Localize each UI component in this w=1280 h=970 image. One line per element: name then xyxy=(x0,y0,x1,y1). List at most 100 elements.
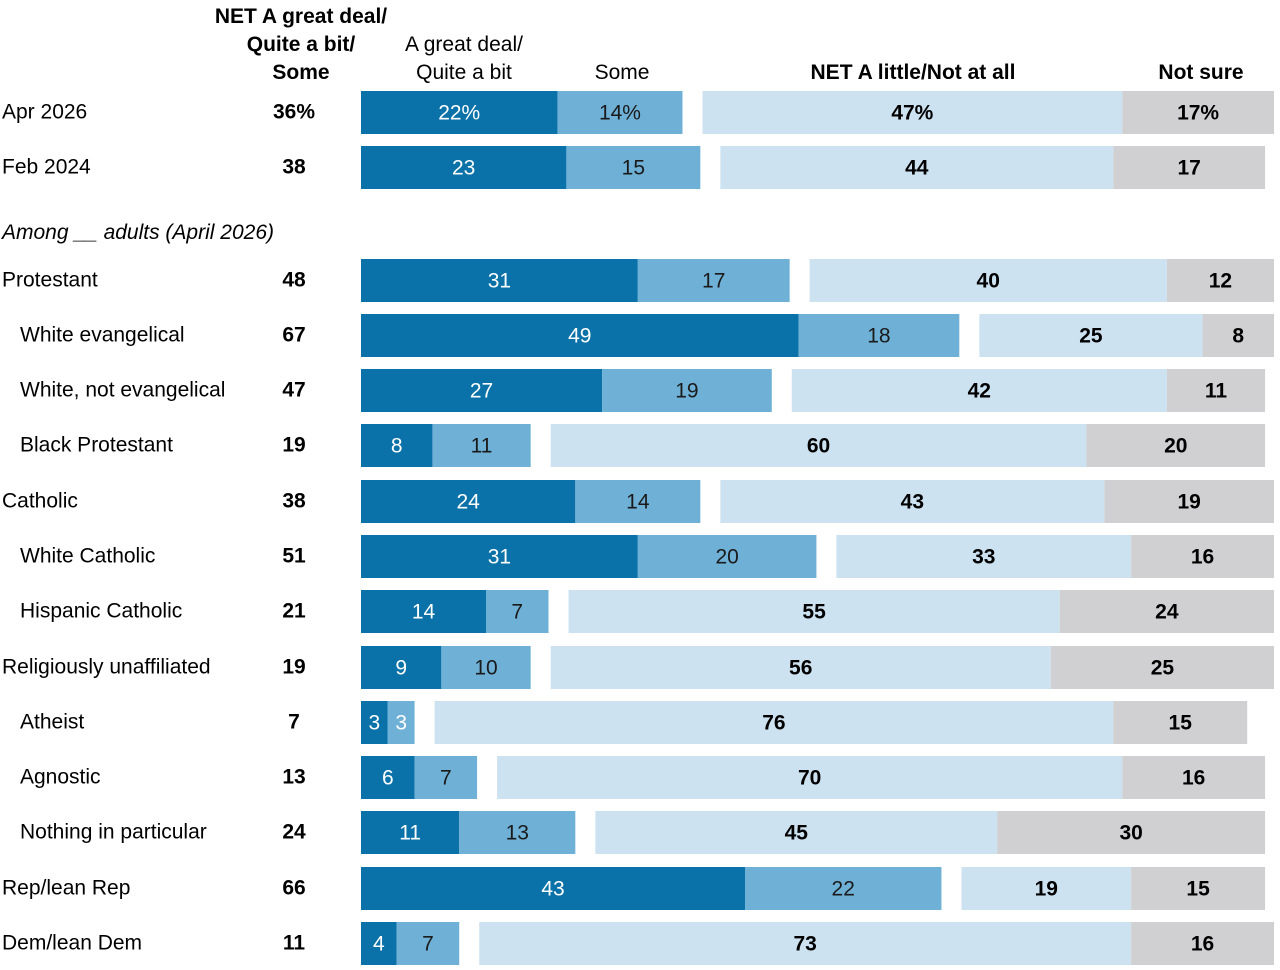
bar-net-little-label: 44 xyxy=(905,157,929,180)
bar-great-deal-label: 31 xyxy=(488,270,511,293)
bar-some xyxy=(396,922,460,965)
bar-net-little xyxy=(434,701,1114,744)
bar-great-deal xyxy=(361,424,433,467)
net-value: 21 xyxy=(282,600,306,623)
bar-great-deal xyxy=(361,701,388,744)
net-value: 19 xyxy=(282,656,305,679)
bar-not-sure-label: 20 xyxy=(1164,435,1187,458)
bar-net-little xyxy=(702,91,1123,134)
bar-net-little-label: 73 xyxy=(793,933,816,956)
bar-some xyxy=(798,314,960,357)
bar-some xyxy=(637,535,817,578)
bar-great-deal-label: 23 xyxy=(452,157,475,180)
bar-some xyxy=(602,369,772,412)
bar-net-little-label: 42 xyxy=(968,380,991,403)
net-value: 66 xyxy=(282,877,305,900)
bar-net-little xyxy=(720,480,1105,523)
net-value: 11 xyxy=(283,932,306,955)
bar-some-label: 22 xyxy=(832,878,855,901)
bar-great-deal-label: 9 xyxy=(395,657,407,680)
bar-not-sure-label: 19 xyxy=(1177,491,1200,514)
bar-net-little xyxy=(791,369,1167,412)
bar-great-deal-label: 31 xyxy=(488,546,511,569)
header-net-positive-line: Quite a bit/ xyxy=(247,33,356,56)
bar-not-sure-label: 15 xyxy=(1186,878,1210,901)
bar-some xyxy=(486,590,549,633)
bar-some-label: 13 xyxy=(506,822,529,845)
bar-some xyxy=(637,259,790,302)
row-label: Rep/lean Rep xyxy=(2,877,130,900)
bar-net-little xyxy=(479,922,1132,965)
bar-not-sure xyxy=(1131,535,1274,578)
bar-great-deal-label: 11 xyxy=(399,822,421,845)
bar-some-label: 10 xyxy=(474,657,497,680)
bar-great-deal xyxy=(361,756,415,799)
bar-not-sure-label: 8 xyxy=(1232,325,1244,348)
bar-great-deal xyxy=(361,867,745,910)
bar-net-little-label: 40 xyxy=(977,270,1000,293)
chart-row: Protestant 48 31 17 40 12 xyxy=(2,259,1274,302)
bar-great-deal-label: 6 xyxy=(382,767,394,790)
bar-not-sure xyxy=(1113,146,1266,189)
chart-row: Hispanic Catholic 21 14 7 55 24 xyxy=(20,590,1274,633)
bar-not-sure-label: 15 xyxy=(1169,712,1193,735)
bar-not-sure xyxy=(997,811,1266,854)
net-value: 38 xyxy=(282,490,306,513)
header-net-negative: NET A little/Not at all xyxy=(811,61,1016,84)
bar-net-little-label: 33 xyxy=(972,546,995,569)
bar-net-little-label: 45 xyxy=(785,822,809,845)
bar-not-sure xyxy=(1059,590,1274,633)
bar-not-sure-label: 25 xyxy=(1151,657,1175,680)
net-value: 51 xyxy=(282,545,306,568)
bar-great-deal xyxy=(361,590,487,633)
net-value: 13 xyxy=(282,766,305,789)
bar-not-sure xyxy=(1166,369,1266,412)
bar-net-little-label: 47% xyxy=(891,102,933,125)
bar-net-little-label: 55 xyxy=(802,601,826,624)
bar-not-sure xyxy=(1050,646,1274,689)
chart-row: Atheist 7 3 3 76 15 xyxy=(20,701,1248,744)
bar-great-deal-label: 49 xyxy=(568,325,591,348)
bar-great-deal xyxy=(361,369,603,412)
bar-some-label: 15 xyxy=(622,157,645,180)
net-value: 19 xyxy=(282,434,305,457)
chart-row: White, not evangelical 47 27 19 42 11 xyxy=(20,369,1266,412)
bar-net-little xyxy=(595,811,998,854)
header-not-sure: Not sure xyxy=(1158,61,1243,84)
bar-some-label: 11 xyxy=(471,435,493,458)
bar-some xyxy=(575,480,701,523)
bar-not-sure xyxy=(1202,314,1274,357)
bar-great-deal-label: 4 xyxy=(373,933,385,956)
row-label: Hispanic Catholic xyxy=(20,600,182,623)
bar-some-label: 7 xyxy=(422,933,434,956)
bar-net-little xyxy=(550,424,1087,467)
bar-great-deal xyxy=(361,811,460,854)
bar-some xyxy=(432,424,531,467)
row-label: Protestant xyxy=(2,269,98,292)
bar-net-little-label: 56 xyxy=(789,657,812,680)
row-label: Apr 2026 xyxy=(2,101,87,124)
bar-not-sure-label: 17% xyxy=(1177,102,1219,125)
bar-some-label: 7 xyxy=(440,767,452,790)
bar-not-sure-label: 30 xyxy=(1119,822,1142,845)
net-value: 47 xyxy=(282,379,305,402)
row-label: White evangelical xyxy=(20,324,185,347)
bar-great-deal-label: 8 xyxy=(391,435,403,458)
bar-net-little-label: 25 xyxy=(1079,325,1103,348)
bar-some xyxy=(387,701,415,744)
bar-net-little xyxy=(809,259,1167,302)
bar-not-sure-label: 16 xyxy=(1191,546,1214,569)
bar-net-little xyxy=(550,646,1051,689)
bar-some xyxy=(459,811,576,854)
bar-some xyxy=(441,646,531,689)
bar-great-deal-label: 43 xyxy=(541,878,564,901)
bar-not-sure xyxy=(1131,922,1274,965)
bar-some-label: 19 xyxy=(675,380,698,403)
bar-great-deal xyxy=(361,146,567,189)
chart-row: Black Protestant 19 8 11 60 20 xyxy=(20,424,1266,467)
bar-net-little xyxy=(836,535,1132,578)
row-label: Religiously unaffiliated xyxy=(2,656,211,679)
chart-row: Religiously unaffiliated 19 9 10 56 25 xyxy=(2,646,1274,689)
bar-net-little xyxy=(979,314,1203,357)
